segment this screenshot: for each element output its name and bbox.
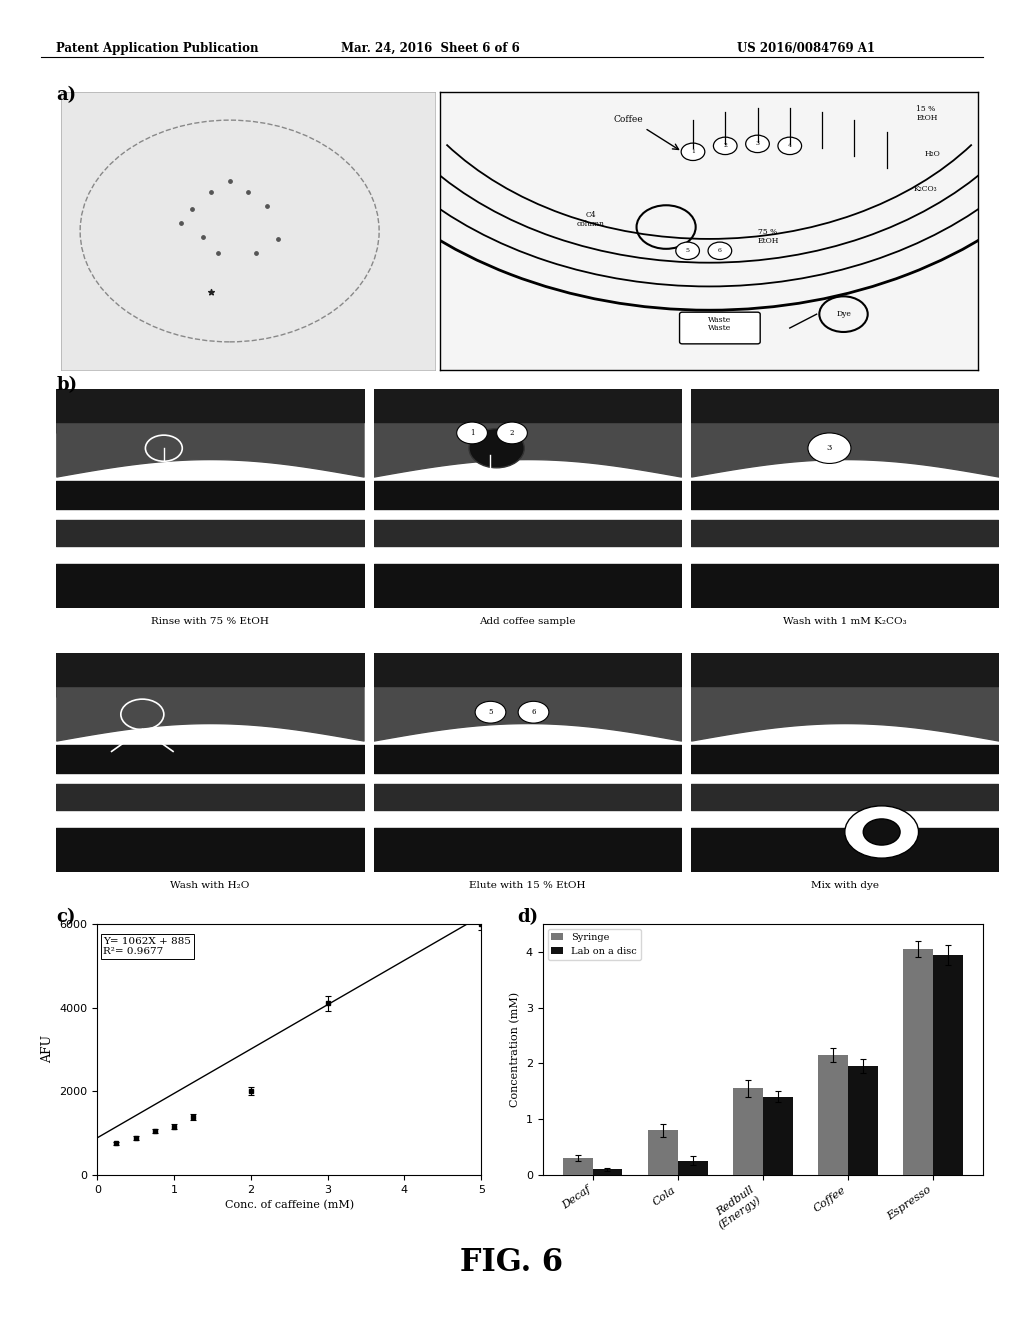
Point: [210, 243, 226, 264]
Text: a): a): [56, 86, 77, 104]
Bar: [848, 1067, 878, 1175]
Point: [203, 281, 219, 302]
Bar: [903, 949, 933, 1175]
Text: 5: 5: [488, 709, 493, 717]
Text: Wash with 1 mM K₂CO₃: Wash with 1 mM K₂CO₃: [783, 618, 906, 626]
Text: 3: 3: [826, 445, 833, 453]
Point: [248, 243, 264, 264]
Circle shape: [708, 242, 732, 260]
Point: [259, 195, 275, 216]
FancyBboxPatch shape: [680, 313, 760, 345]
Polygon shape: [328, 205, 727, 433]
Bar: [763, 1097, 793, 1175]
Bar: [933, 954, 963, 1175]
Text: Waste: Waste: [709, 323, 731, 333]
Circle shape: [469, 429, 524, 467]
Circle shape: [676, 242, 699, 260]
Point: [203, 182, 219, 203]
Text: 1: 1: [470, 429, 474, 437]
Text: K₂CO₃: K₂CO₃: [913, 185, 937, 194]
Text: c): c): [56, 908, 76, 927]
Point: [184, 198, 201, 219]
Bar: [678, 1160, 708, 1175]
Text: 1: 1: [691, 149, 695, 154]
Text: 2: 2: [723, 144, 727, 148]
Point: [270, 228, 287, 249]
Text: 75 %
EtOH: 75 % EtOH: [758, 227, 779, 246]
Text: Patent Application Publication: Patent Application Publication: [56, 42, 259, 55]
Bar: [563, 1158, 593, 1175]
Text: Dye: Dye: [836, 310, 851, 318]
Y-axis label: Concentration (mM): Concentration (mM): [510, 991, 520, 1107]
Text: FIG. 6: FIG. 6: [461, 1247, 563, 1278]
Point: [173, 213, 189, 234]
Circle shape: [518, 701, 549, 723]
Text: 5: 5: [686, 248, 689, 253]
Text: 6: 6: [531, 709, 536, 717]
Text: Coffee: Coffee: [613, 115, 643, 124]
Polygon shape: [328, 469, 727, 697]
Text: US 2016/0084769 A1: US 2016/0084769 A1: [737, 42, 876, 55]
Circle shape: [845, 805, 919, 858]
Text: Y= 1062X + 885
R²= 0.9677: Y= 1062X + 885 R²= 0.9677: [103, 937, 191, 956]
Legend: Syringe, Lab on a disc: Syringe, Lab on a disc: [548, 929, 641, 960]
Circle shape: [808, 433, 851, 463]
Text: 15 %
EtOH: 15 % EtOH: [916, 104, 937, 123]
Bar: [648, 1130, 678, 1175]
Bar: [593, 1170, 623, 1175]
Circle shape: [681, 143, 705, 161]
Circle shape: [475, 701, 506, 723]
Polygon shape: [645, 205, 1024, 433]
Text: Mix with dye: Mix with dye: [811, 882, 879, 890]
Text: 6: 6: [718, 248, 722, 253]
Text: C4
column: C4 column: [577, 210, 605, 228]
Polygon shape: [10, 469, 410, 697]
Text: Wash with H₂O: Wash with H₂O: [170, 882, 250, 890]
Text: Rinse with 75 % EtOH: Rinse with 75 % EtOH: [151, 618, 269, 626]
X-axis label: Conc. of caffeine (mM): Conc. of caffeine (mM): [224, 1200, 354, 1210]
Point: [240, 182, 256, 203]
Text: Mar. 24, 2016  Sheet 6 of 6: Mar. 24, 2016 Sheet 6 of 6: [341, 42, 519, 55]
Text: 2: 2: [510, 429, 514, 437]
Point: [196, 226, 212, 247]
Circle shape: [457, 422, 487, 444]
Text: 3: 3: [756, 141, 760, 147]
Circle shape: [863, 818, 900, 845]
Text: H₂O: H₂O: [925, 149, 940, 158]
Polygon shape: [10, 205, 410, 433]
Y-axis label: AFU: AFU: [41, 1035, 54, 1064]
Text: 4: 4: [787, 144, 792, 148]
Text: b): b): [56, 376, 78, 395]
Text: Waste: Waste: [709, 315, 731, 325]
Bar: [818, 1055, 848, 1175]
Text: d): d): [517, 908, 539, 927]
Circle shape: [714, 137, 737, 154]
Bar: [733, 1089, 763, 1175]
Circle shape: [745, 135, 769, 153]
Polygon shape: [645, 469, 1024, 697]
Circle shape: [778, 137, 802, 154]
Point: [221, 170, 238, 191]
Text: Add coffee sample: Add coffee sample: [479, 618, 575, 626]
Circle shape: [497, 422, 527, 444]
Text: Elute with 15 % EtOH: Elute with 15 % EtOH: [469, 882, 586, 890]
